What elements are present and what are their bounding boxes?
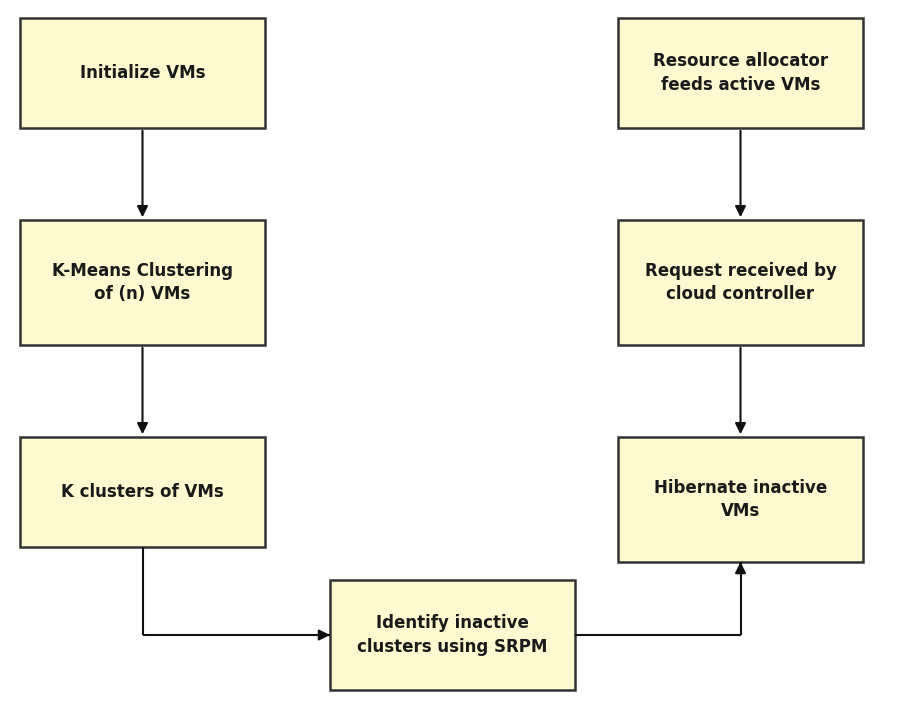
Bar	[20, 437, 265, 547]
Text: Request received by
cloud controller: Request received by cloud controller	[644, 261, 836, 303]
Text: K clusters of VMs: K clusters of VMs	[61, 483, 224, 501]
Text: Identify inactive
clusters using SRPM: Identify inactive clusters using SRPM	[357, 614, 548, 656]
Bar	[20, 18, 265, 128]
Bar	[618, 18, 863, 128]
Bar	[618, 437, 863, 562]
Bar	[330, 580, 575, 690]
Text: Resource allocator
feeds active VMs: Resource allocator feeds active VMs	[652, 53, 828, 94]
Bar	[20, 220, 265, 345]
Text: Hibernate inactive
VMs: Hibernate inactive VMs	[654, 479, 827, 521]
Text: K-Means Clustering
of (n) VMs: K-Means Clustering of (n) VMs	[52, 261, 233, 303]
Bar	[618, 220, 863, 345]
Text: Initialize VMs: Initialize VMs	[80, 64, 205, 82]
